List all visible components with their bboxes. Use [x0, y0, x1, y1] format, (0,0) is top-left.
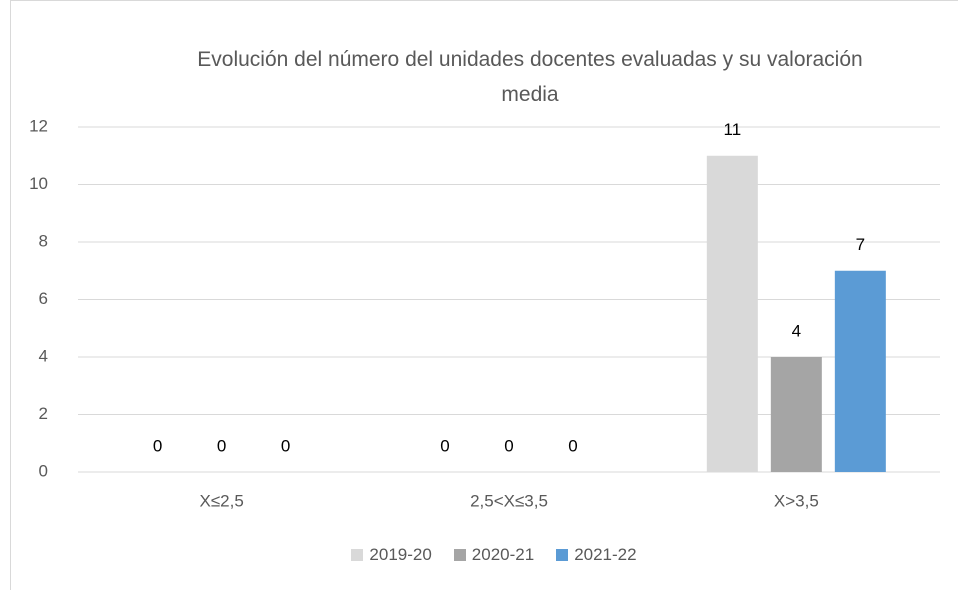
data-label: 0 — [217, 436, 226, 455]
legend: 2019-20 2020-21 2021-22 — [0, 545, 958, 565]
chart-title: Evolución del número del unidades docent… — [197, 48, 863, 106]
chart-border — [10, 0, 958, 590]
y-tick-label: 10 — [29, 174, 48, 193]
bar — [770, 357, 822, 472]
y-tick-label: 8 — [39, 231, 48, 250]
y-tick-label: 0 — [39, 461, 48, 480]
y-tick-label: 12 — [29, 116, 48, 135]
legend-item: 2021-22 — [556, 545, 637, 565]
x-tick-label: 2,5<X≤3,5 — [470, 491, 548, 510]
data-label: 7 — [856, 235, 865, 254]
y-tick-label: 4 — [39, 346, 48, 365]
data-label: 0 — [568, 436, 577, 455]
legend-swatch — [351, 549, 364, 561]
data-label: 0 — [281, 436, 290, 455]
data-label: 0 — [153, 436, 162, 455]
x-tick-label: X≤2,5 — [200, 491, 244, 510]
data-label: 11 — [724, 120, 742, 139]
y-tick-label: 2 — [39, 404, 48, 423]
data-label: 0 — [440, 436, 449, 455]
legend-swatch — [556, 549, 569, 561]
legend-item: 2020-21 — [453, 545, 535, 565]
bar — [834, 270, 886, 472]
y-tick-label: 6 — [39, 289, 48, 308]
bar — [706, 155, 758, 472]
data-label: 0 — [504, 436, 513, 455]
x-tick-label: X>3,5 — [774, 491, 819, 510]
legend-label: 2019-20 — [369, 545, 432, 564]
legend-label: 2021-22 — [574, 545, 637, 564]
legend-swatch — [453, 549, 466, 561]
legend-item: 2019-20 — [351, 545, 432, 565]
legend-label: 2020-21 — [471, 545, 535, 564]
data-label: 4 — [792, 321, 801, 340]
